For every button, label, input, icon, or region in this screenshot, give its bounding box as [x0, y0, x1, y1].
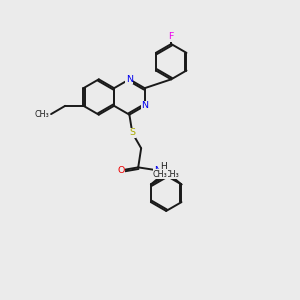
Text: S: S [129, 128, 135, 137]
Text: N: N [154, 166, 161, 175]
Text: CH₃: CH₃ [153, 169, 168, 178]
Text: N: N [126, 75, 133, 84]
Text: O: O [117, 166, 125, 175]
Text: N: N [141, 101, 148, 110]
Text: CH₃: CH₃ [35, 110, 50, 118]
Text: F: F [169, 32, 174, 41]
Text: CH₃: CH₃ [165, 169, 179, 178]
Text: H: H [160, 162, 167, 171]
